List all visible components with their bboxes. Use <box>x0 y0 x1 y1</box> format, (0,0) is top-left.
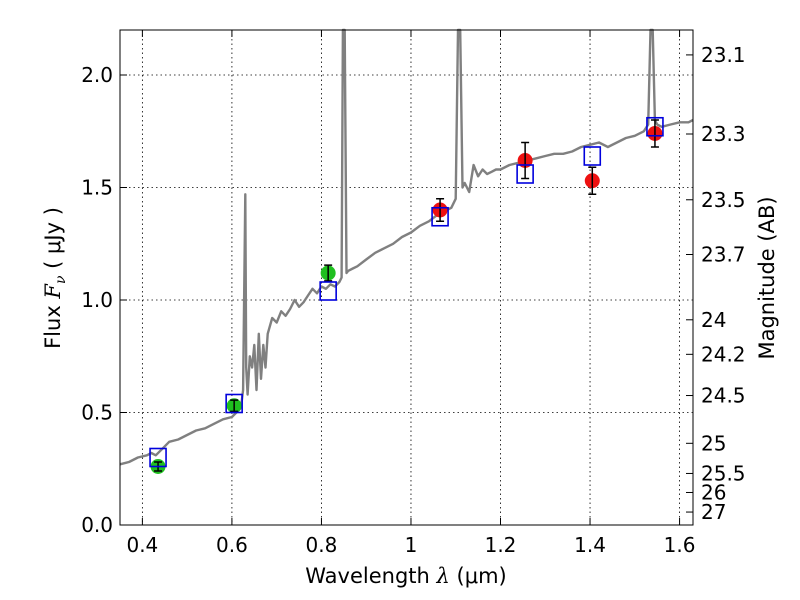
points-layer <box>149 116 664 474</box>
magnitude-tick-label: 26 <box>701 480 726 504</box>
y-tick-label: 2.0 <box>81 63 113 87</box>
plot-background <box>120 30 693 525</box>
model-photometry-box <box>646 116 664 137</box>
magnitude-tick-label: 24.5 <box>701 384 746 408</box>
magnitude-tick-label: 24.2 <box>701 342 746 366</box>
x-tick-label: 1.4 <box>574 533 606 557</box>
secondary-y-axis-title: Magnitude (AB) <box>755 196 779 359</box>
ticks-layer: 0.4 0.6 0.8 1 1.2 1.4 1.6 0.0 0.5 1.0 1.5 2.0 23.1 23… <box>81 30 746 557</box>
y-tick-label: 0.5 <box>81 401 113 425</box>
magnitude-tick-label: 27 <box>701 500 726 524</box>
model-photometry-box <box>149 447 167 468</box>
magnitude-tick-label: 25.5 <box>701 461 746 485</box>
x-tick-label: 1 <box>405 533 418 557</box>
magnitude-tick-label: 23.7 <box>701 242 746 266</box>
y-tick-label: 0.0 <box>81 513 113 537</box>
model-photometry-box <box>516 164 534 184</box>
x-tick-label: 0.8 <box>306 533 338 557</box>
model-photometry-box <box>225 393 243 414</box>
model-photometry-box <box>319 281 337 301</box>
x-tick-label: 1.6 <box>664 533 696 557</box>
y-tick-label: 1.5 <box>81 176 113 200</box>
x-tick-label: 0.4 <box>126 533 158 557</box>
x-tick-label: 0.6 <box>216 533 248 557</box>
magnitude-tick-label: 23.1 <box>701 43 746 67</box>
y-axis-title: Flux Fν ( μJy ) <box>41 207 69 349</box>
model-photometry-box <box>583 146 602 166</box>
plot-frame <box>119 29 694 526</box>
x-axis-title: Wavelength λ (μm) <box>305 564 506 588</box>
magnitude-tick-label: 23.3 <box>701 122 746 146</box>
x-tick-label: 1.2 <box>485 533 517 557</box>
y-tick-label: 1.0 <box>81 288 113 312</box>
magnitude-tick-label: 24 <box>701 308 726 332</box>
model-photometry-box <box>431 206 449 227</box>
magnitude-tick-label: 23.5 <box>701 188 746 212</box>
magnitude-tick-label: 25 <box>701 431 726 455</box>
